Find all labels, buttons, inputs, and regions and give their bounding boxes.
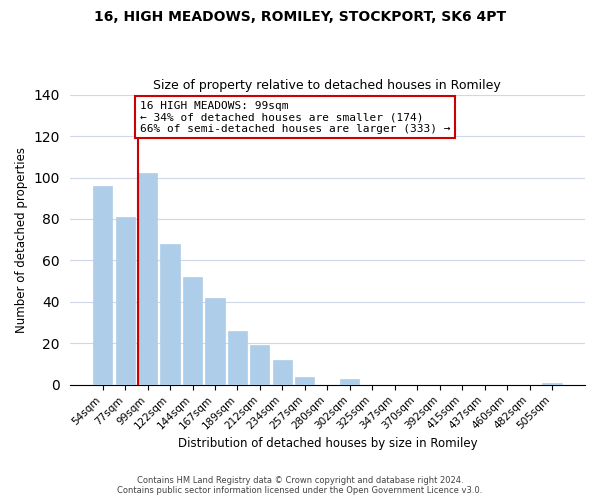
Bar bbox=[160, 244, 179, 385]
Bar bbox=[273, 360, 292, 385]
Bar bbox=[183, 277, 202, 385]
Text: Contains HM Land Registry data © Crown copyright and database right 2024.
Contai: Contains HM Land Registry data © Crown c… bbox=[118, 476, 482, 495]
Bar bbox=[138, 174, 157, 385]
X-axis label: Distribution of detached houses by size in Romiley: Distribution of detached houses by size … bbox=[178, 437, 477, 450]
Bar bbox=[295, 376, 314, 385]
Title: Size of property relative to detached houses in Romiley: Size of property relative to detached ho… bbox=[154, 79, 501, 92]
Bar bbox=[93, 186, 112, 385]
Y-axis label: Number of detached properties: Number of detached properties bbox=[15, 146, 28, 332]
Bar bbox=[340, 378, 359, 385]
Bar bbox=[116, 217, 134, 385]
Bar bbox=[250, 346, 269, 385]
Bar bbox=[542, 383, 562, 385]
Bar bbox=[205, 298, 224, 385]
Text: 16, HIGH MEADOWS, ROMILEY, STOCKPORT, SK6 4PT: 16, HIGH MEADOWS, ROMILEY, STOCKPORT, SK… bbox=[94, 10, 506, 24]
Bar bbox=[228, 331, 247, 385]
Text: 16 HIGH MEADOWS: 99sqm
← 34% of detached houses are smaller (174)
66% of semi-de: 16 HIGH MEADOWS: 99sqm ← 34% of detached… bbox=[140, 101, 450, 134]
